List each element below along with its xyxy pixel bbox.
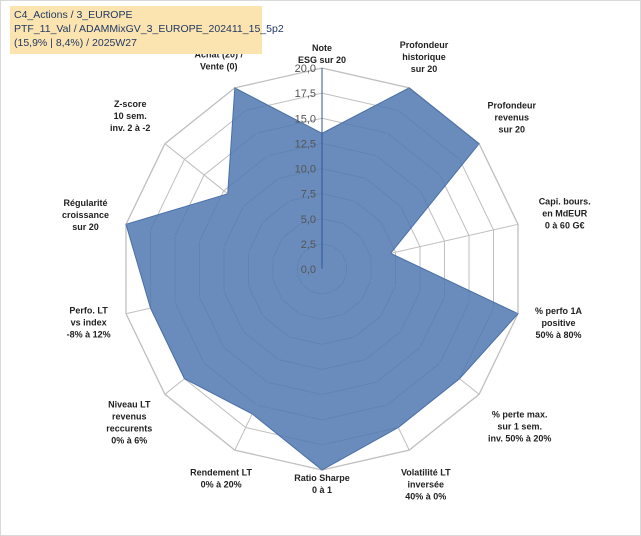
axis-label-9: Niveau LT revenus reccurents 0% à 6%: [106, 400, 152, 446]
series-spoke-3: [321, 252, 391, 270]
series-spoke-12: [227, 193, 323, 270]
axis-label-6: Volatilité LT inversée 40% à 0%: [401, 468, 451, 502]
series-spoke-11: [125, 223, 323, 270]
info-box: C4_Actions / 3_EUROPE PTF_11_Val / ADAMM…: [10, 6, 284, 54]
series-spoke-8: [251, 268, 323, 415]
axis-label-12: Z-score 10 sem. inv. 2 à -2: [110, 99, 150, 133]
series-spoke-2: [321, 143, 480, 270]
info-box-line-1: C4_Actions / 3_EUROPE: [14, 9, 133, 21]
axis-label-5: % perte max. sur 1 sem. inv. 50% à 20%: [488, 410, 551, 444]
series-spoke-10: [150, 268, 323, 309]
series-spoke-5: [321, 268, 460, 380]
tick-label-3: 7,5: [301, 189, 316, 201]
series-spoke-4: [321, 268, 519, 315]
tick-label-4: 10,0: [295, 164, 316, 176]
info-box-line-3: (15,9% | 8,4%) / 2025W27: [14, 37, 137, 49]
tick-label-1: 2,5: [301, 239, 316, 251]
tick-label-5: 12,5: [295, 138, 316, 150]
tick-label-6: 15,0: [295, 113, 316, 125]
axis-label-7: Ratio Sharpe 0 à 1: [294, 473, 350, 495]
info-box-line-2: PTF_11_Val / ADAMMixGV_3_EUROPE_202411_1…: [14, 23, 284, 35]
axis-label-11: Régularité croissance sur 20: [62, 198, 109, 232]
series-spoke-9: [184, 268, 323, 380]
axis-label-10: Perfo. LT vs index -8% à 12%: [67, 305, 111, 339]
tick-label-8: 20,0: [295, 63, 316, 75]
tick-label-0: 0,0: [301, 264, 316, 276]
tick-label-7: 17,5: [295, 88, 316, 100]
series-spoke-1: [321, 87, 410, 270]
tick-label-2: 5,0: [301, 214, 316, 226]
series-spoke-6: [321, 268, 399, 428]
axis-label-1: Profondeur historique sur 20: [400, 40, 449, 74]
axis-label-2: Profondeur revenus sur 20: [488, 101, 537, 135]
axis-label-3: Capi. bours. en MdEUR 0 à 60 G€: [539, 197, 591, 231]
series-spoke-13: [234, 87, 323, 270]
axis-label-8: Rendement LT 0% à 20%: [190, 467, 252, 489]
axis-label-0: Note ESG sur 20: [298, 43, 346, 65]
axis-label-4: % perfo 1A positive 50% à 80%: [535, 306, 583, 340]
